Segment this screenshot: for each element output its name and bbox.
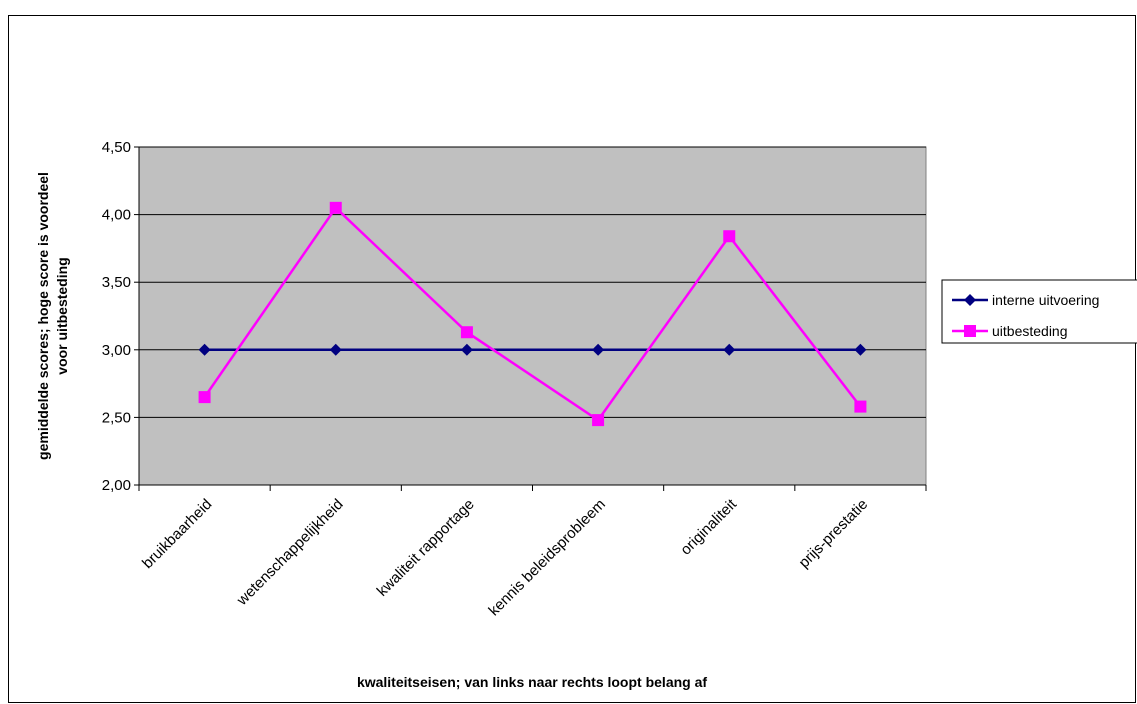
x-tick-label: kennis beleidsprobleem — [485, 496, 608, 619]
y-tick-label: 4,50 — [102, 139, 131, 156]
series-line-2 — [203, 205, 862, 422]
series-group — [198, 201, 867, 427]
series-2-point — [460, 326, 473, 339]
series-1-point — [723, 343, 736, 356]
legend: interne uitvoering uitbesteding — [941, 279, 1137, 344]
x-tick-labels: bruikbaarheid wetenschappelijkheid kwalite… — [139, 495, 871, 619]
y-tick-label: 3,00 — [102, 342, 131, 359]
plot-area — [138, 146, 927, 486]
series-2-point — [198, 391, 211, 404]
y-tick-label: 3,50 — [102, 274, 131, 291]
y-axis-title-line1: gemiddelde scores; hoge score is voordee… — [35, 172, 51, 460]
x-tick-label: originaliteit — [677, 495, 740, 558]
y-tick-labels: 2,00 2,50 3,00 3,50 4,00 4,50 — [102, 139, 131, 494]
x-axis-title: kwaliteitseisen; van links naar rechts l… — [357, 674, 707, 690]
series-2-point — [854, 400, 867, 413]
series-2-point — [592, 414, 605, 427]
legend-label-2: uitbesteding — [992, 323, 1068, 339]
y-tick-label: 2,50 — [102, 409, 131, 426]
y-tick-label: 4,00 — [102, 207, 131, 224]
series-1-point — [460, 343, 473, 356]
x-tick-label: bruikbaarheid — [139, 496, 215, 572]
y-tick-label: 2,00 — [102, 477, 131, 494]
legend-marker-1 — [964, 294, 976, 306]
y-axis-title-line2: voor uitbesteding — [54, 257, 70, 374]
legend-label-1: interne uitvoering — [992, 292, 1099, 308]
series-2-point — [329, 201, 342, 214]
legend-marker-2 — [964, 325, 976, 337]
x-tick-label: wetenschappelijkheid — [233, 496, 347, 610]
axes — [134, 146, 927, 491]
series-1-point — [592, 343, 605, 356]
series-2-point — [723, 230, 736, 243]
series-1-point — [329, 343, 342, 356]
x-tick-label: kwaliteit rapportage — [374, 496, 478, 600]
series-1-point — [854, 343, 867, 356]
x-tick-label: prijs-prestatie — [796, 496, 872, 572]
series-1-point — [198, 343, 211, 356]
